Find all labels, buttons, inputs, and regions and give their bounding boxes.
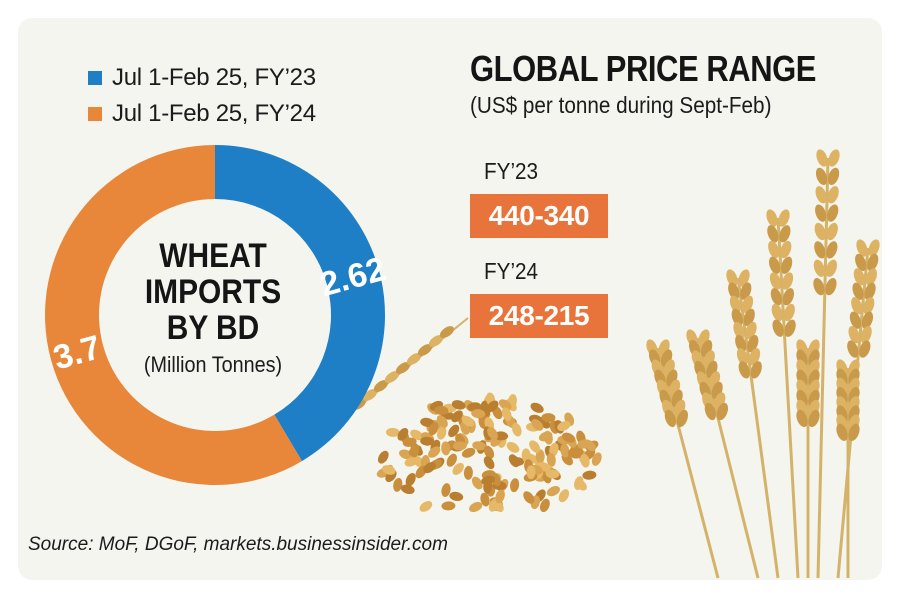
chart-title: WHEAT IMPORTS BY BD — [144, 237, 282, 347]
infographic-card: 2.62 3.7 WHEAT IMPORTS BY BD (Million Ton… — [18, 18, 882, 580]
legend-label-fy23: Jul 1-Feb 25, FY’23 — [112, 64, 316, 91]
donut-slice-fy23 — [215, 145, 385, 462]
legend-swatch-fy23 — [88, 71, 102, 85]
price-panel-subtitle: (US$ per tonne during Sept-Feb) — [470, 92, 772, 118]
wheat-stalks — [307, 149, 880, 579]
price-label-fy23: FY’23 — [484, 158, 539, 184]
chart-subtitle: (Million Tonnes) — [143, 352, 283, 377]
price-range-fy24: 248-215 — [470, 294, 608, 338]
legend-swatch-fy24 — [88, 107, 102, 121]
price-panel-title: GLOBAL PRICE RANGE — [470, 48, 817, 89]
wheat-grains — [376, 392, 602, 513]
price-label-fy24: FY’24 — [484, 258, 539, 284]
donut-chart: 2.623.7 — [44, 145, 390, 485]
legend-label-fy24: Jul 1-Feb 25, FY’24 — [112, 100, 316, 127]
donut-center-text: WHEAT IMPORTS BY BD (Million Tonnes) — [118, 238, 308, 378]
chart-legend: Jul 1-Feb 25, FY’23 Jul 1-Feb 25, FY’24 — [88, 60, 316, 132]
legend-item-fy24: Jul 1-Feb 25, FY’24 — [88, 96, 316, 132]
source-note: Source: MoF, DGoF, markets.businessinsid… — [28, 534, 448, 555]
price-range-fy23: 440-340 — [470, 194, 608, 238]
legend-item-fy23: Jul 1-Feb 25, FY’23 — [88, 60, 316, 96]
donut-slice-fy24 — [44, 145, 302, 485]
wheat-illustration — [307, 149, 880, 579]
